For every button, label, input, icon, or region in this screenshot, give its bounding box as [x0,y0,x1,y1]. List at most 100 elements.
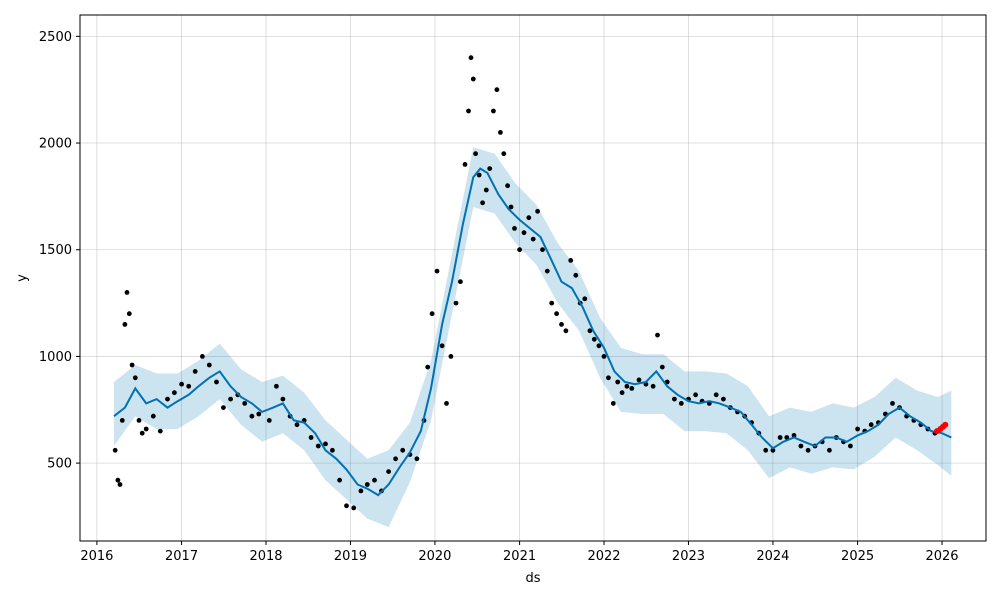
observed-point [582,296,588,302]
observed-point [400,447,406,453]
observed-point [112,447,118,453]
y-tick-label: 1000 [39,350,72,365]
observed-point [206,362,212,368]
observed-point [573,272,579,278]
recent-point [942,421,949,428]
observed-point [568,258,574,263]
y-axis-ticks: 500 1000 1500 2000 2500 [39,30,80,472]
observed-point [115,477,121,483]
observed-point [414,456,420,462]
observed-point [200,354,205,359]
observed-point [544,268,550,274]
forecast-line [113,167,952,497]
observed-point [890,401,895,406]
observed-point [330,447,335,453]
observed-point [791,433,797,438]
observed-point [280,396,286,402]
observed-point [221,405,226,410]
observed-point [517,247,522,253]
observed-point [386,469,391,474]
observed-point [448,354,454,359]
x-tick-label: 2026 [925,549,958,564]
x-tick-label: 2025 [841,549,874,564]
x-tick-label: 2024 [756,549,789,564]
observed-point [777,435,783,440]
observed-point [266,418,272,423]
observed-point [587,328,593,334]
observed-point [157,428,163,434]
observed-point [848,443,853,449]
observed-point [629,386,635,391]
observed-point [132,375,138,381]
observed-point [315,443,321,449]
observed-point [453,300,459,306]
observed-point [124,290,130,295]
observed-point [512,226,517,231]
observed-point [117,482,123,487]
observed-point [119,418,125,423]
observed-point [655,332,660,338]
observed-point [122,322,128,327]
observed-point [344,503,349,509]
uncertainty-interval-band [114,147,952,528]
x-tick-label: 2016 [80,549,113,564]
observed-point [462,162,468,167]
x-axis-label: ds [525,571,540,586]
observed-point [393,456,398,462]
observed-point [274,383,279,389]
observed-point [535,208,540,214]
observed-point [770,447,776,453]
observed-point [165,396,170,402]
observed-point [480,200,485,206]
observed-point [521,230,527,236]
observed-point [615,379,621,385]
observed-point [530,236,536,242]
observed-point [136,418,142,423]
observed-point [458,279,463,285]
observed-point [491,108,496,114]
observed-point [473,151,478,157]
observed-point [323,441,328,447]
observed-point [805,447,811,453]
observed-point [372,477,377,483]
x-tick-label: 2021 [503,549,536,564]
observed-point [596,343,602,349]
observed-point [591,336,597,342]
observed-point [179,381,185,387]
x-axis-ticks: 2016 2017 2018 2019 2020 2021 2022 2023 2024 2025… [80,541,959,564]
observed-point [256,411,262,417]
observed-point [650,383,656,389]
observed-point [351,505,357,511]
observed-point [337,477,342,483]
observed-point [466,108,471,114]
y-tick-label: 2000 [39,137,72,152]
observed-point [636,377,642,383]
observed-point [501,151,507,157]
x-tick-label: 2023 [672,549,705,564]
observed-point [364,482,370,487]
observed-point [784,435,790,440]
observed-point [468,55,474,61]
observed-point [610,401,616,406]
x-tick-label: 2020 [418,549,451,564]
observed-point [619,390,625,396]
observed-point [487,166,493,172]
observed-point [659,364,665,370]
y-tick-label: 500 [47,457,72,472]
observed-point [186,383,192,389]
observed-point [693,392,698,398]
observed-point [505,183,510,189]
observed-point [439,343,445,349]
observed-point [143,426,149,432]
observed-point [150,413,156,419]
observed-point [554,311,559,317]
observed-point [508,204,514,210]
observed-point [526,215,532,221]
x-tick-label: 2018 [249,549,282,564]
observed-point [129,362,135,368]
observed-point [425,364,431,370]
observed-point [498,130,503,135]
observed-point [678,401,684,406]
observed-point [713,392,719,398]
